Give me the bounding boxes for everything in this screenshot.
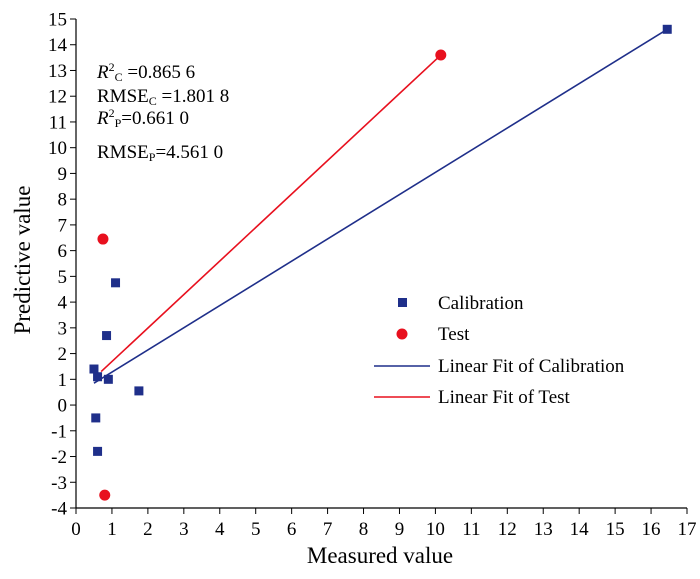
calibration-point: [93, 446, 103, 456]
y-tick-label: 10: [48, 138, 67, 159]
y-tick-label: 0: [58, 396, 68, 417]
legend-label-test: Test: [438, 324, 470, 345]
x-tick-label: 16: [642, 519, 661, 540]
y-tick-label: -4: [51, 499, 67, 520]
r2c-subscript: C: [115, 70, 123, 84]
x-tick-label: 12: [498, 519, 517, 540]
rmsec-subscript: C: [149, 94, 157, 108]
x-axis-title: Measured value: [307, 543, 453, 568]
r2p-superscript: 2: [109, 106, 115, 120]
r2p-value: =0.661 0: [121, 108, 189, 129]
rmse-prediction-text: RMSEP=4.561 0: [97, 142, 223, 164]
rmsep-subscript: P: [149, 150, 156, 164]
axes: [75, 19, 687, 509]
y-tick-label: 1: [58, 370, 68, 391]
x-tick-label: 13: [534, 519, 553, 540]
x-axis-ticks: 0 1 2 3 4 5 6 7 8 9 10 11 12 13 14 15 16 17: [71, 508, 697, 540]
calibration-point: [89, 364, 99, 374]
y-tick-label: -1: [51, 421, 67, 442]
y-tick-label: 11: [49, 112, 67, 133]
test-point: [435, 49, 447, 61]
r2-prediction-text: R2P=0.661 0: [96, 106, 189, 130]
rmsep-symbol: RMSE: [97, 142, 149, 163]
x-tick-label: 7: [323, 519, 333, 540]
calibration-point: [103, 374, 113, 384]
r2p-subscript: P: [115, 116, 122, 130]
rmsep-value: =4.561 0: [155, 142, 223, 163]
rmse-calibration-text: RMSEC =1.801 8: [97, 86, 229, 108]
y-tick-label: 4: [58, 293, 68, 314]
legend-label-calibration: Calibration: [438, 293, 524, 314]
y-tick-label: 15: [48, 10, 67, 31]
x-tick-label: 10: [426, 519, 445, 540]
r2c-value: =0.865 6: [123, 62, 195, 83]
r2p-symbol: R: [96, 108, 109, 129]
y-tick-label: 7: [58, 215, 68, 236]
data-points: [89, 24, 672, 501]
y-tick-label: 2: [58, 344, 68, 365]
x-tick-label: 2: [143, 519, 153, 540]
fit-lines: [93, 28, 668, 384]
test-point: [99, 489, 111, 501]
x-tick-label: 3: [179, 519, 189, 540]
legend-label-test-fit: Linear Fit of Test: [438, 387, 571, 408]
y-tick-label: 3: [58, 318, 68, 339]
x-tick-label: 17: [678, 519, 697, 540]
rmsec-value: =1.801 8: [157, 86, 229, 107]
calibration-fit-line: [93, 28, 668, 384]
y-tick-label: 14: [48, 35, 68, 56]
y-axis-title: Predictive value: [10, 186, 35, 335]
legend-label-calibration-fit: Linear Fit of Calibration: [438, 356, 625, 377]
r2c-superscript: 2: [109, 60, 115, 74]
x-tick-label: 15: [606, 519, 625, 540]
x-tick-label: 4: [215, 519, 225, 540]
r2c-symbol: R: [96, 62, 109, 83]
test-fit-line: [100, 54, 442, 373]
rmsec-symbol: RMSE: [97, 86, 149, 107]
legend-marker-test: [396, 328, 408, 340]
y-tick-label: 5: [58, 267, 68, 288]
y-tick-label: 8: [58, 190, 68, 211]
y-tick-label: 13: [48, 61, 67, 82]
x-tick-label: 5: [251, 519, 261, 540]
y-tick-label: -2: [51, 447, 67, 468]
x-tick-label: 1: [107, 519, 117, 540]
calibration-point: [662, 24, 672, 34]
calibration-point: [102, 331, 112, 341]
y-tick-label: 9: [58, 164, 68, 185]
x-tick-label: 14: [570, 519, 590, 540]
x-tick-label: 8: [359, 519, 369, 540]
x-tick-label: 0: [71, 519, 81, 540]
legend-marker-calibration: [398, 298, 407, 307]
y-tick-label: 6: [58, 241, 68, 262]
calibration-point: [134, 386, 144, 396]
calibration-point: [93, 372, 103, 382]
x-tick-label: 6: [287, 519, 297, 540]
calibration-point: [111, 278, 121, 288]
x-tick-label: 11: [462, 519, 480, 540]
y-tick-label: 12: [48, 87, 67, 108]
legend: Calibration Test Linear Fit of Calibrati…: [374, 293, 625, 408]
y-tick-label: -3: [51, 473, 67, 494]
r2-calibration-text: R2C =0.865 6: [96, 60, 195, 84]
statistics-annotation: R2C =0.865 6 RMSEC =1.801 8 R2P=0.661 0 …: [96, 60, 229, 164]
x-tick-label: 9: [395, 519, 405, 540]
calibration-point: [91, 413, 101, 423]
test-point: [97, 233, 109, 245]
